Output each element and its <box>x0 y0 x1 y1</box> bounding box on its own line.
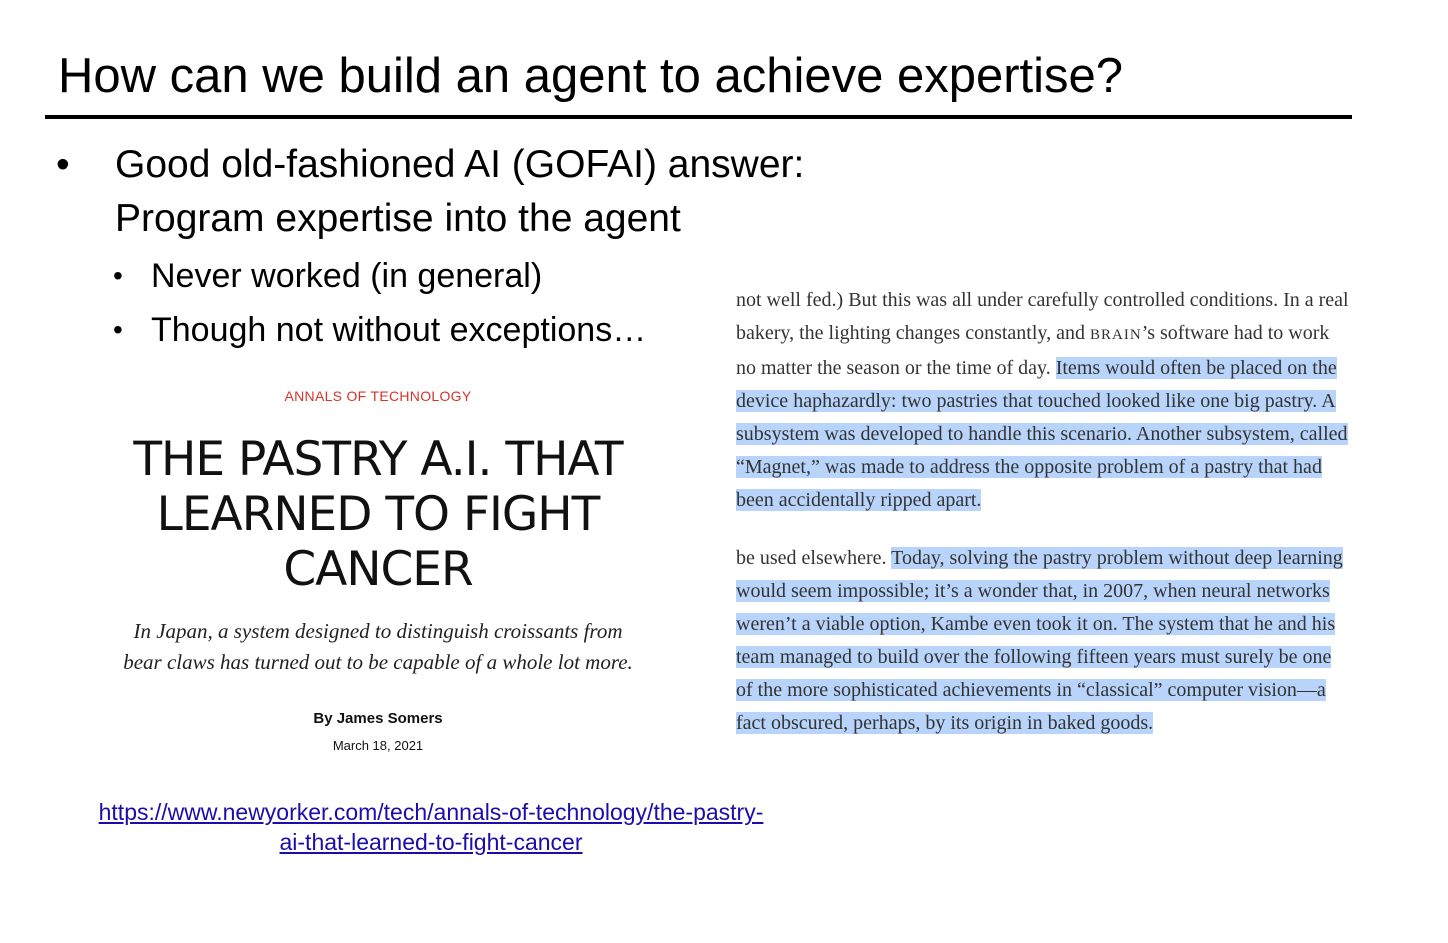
excerpt-smallcaps-text: BRAIN <box>1089 327 1142 343</box>
sub-bullet-1-text: Never worked (in general) <box>151 257 543 295</box>
excerpt-line: no matter the season or the time of day.… <box>736 352 1416 385</box>
slide-title: How can we build an agent to achieve exp… <box>58 49 1124 103</box>
excerpt-line: fact obscured, perhaps, by its origin in… <box>736 707 1416 740</box>
excerpt-line: device haphazardly: two pastries that to… <box>736 385 1416 418</box>
excerpt-text: be used elsewhere. <box>736 547 892 569</box>
article-date: March 18, 2021 <box>332 738 424 753</box>
source-link-line-1[interactable]: https://www.newyorker.com/tech/annals-of… <box>98 799 764 825</box>
excerpt-line: bakery, the lighting changes constantly,… <box>736 317 1416 352</box>
highlighted-text: “Magnet,” was made to address the opposi… <box>736 456 1322 478</box>
article-byline: By James Somers <box>313 710 443 727</box>
highlighted-text: fact obscured, perhaps, by its origin in… <box>736 712 1154 734</box>
headline-line-1: THE PASTRY A.I. THAT <box>133 432 623 487</box>
headline-line-3: CANCER <box>283 542 473 597</box>
article-dek: In Japan, a system designed to distingui… <box>70 616 686 678</box>
bullet-dot-icon: • <box>113 314 123 345</box>
bullet-dot-icon: • <box>113 260 123 291</box>
excerpt-line: of the more sophisticated achievements i… <box>736 674 1416 707</box>
highlighted-text: would seem impossible; it’s a wonder tha… <box>736 580 1330 602</box>
main-bullet-line-1: Good old-fashioned AI (GOFAI) answer: <box>115 143 805 186</box>
excerpt-line: would seem impossible; it’s a wonder tha… <box>736 575 1416 608</box>
excerpt-text: ’s software had to work <box>1141 322 1330 344</box>
excerpt-text: bakery, the lighting changes constantly,… <box>736 322 1090 344</box>
excerpt-line: been accidentally ripped apart. <box>736 484 1416 517</box>
excerpt-line: subsystem was developed to handle this s… <box>736 418 1416 451</box>
excerpt-text: no matter the season or the time of day. <box>736 357 1056 379</box>
sub-bullet-2-text: Though not without exceptions… <box>151 311 647 349</box>
highlighted-text: of the more sophisticated achievements i… <box>736 679 1326 701</box>
main-bullet-line-2: Program expertise into the agent <box>115 197 681 240</box>
excerpt-line: be used elsewhere. Today, solving the pa… <box>736 542 1416 575</box>
source-link[interactable]: https://www.newyorker.com/tech/annals-of… <box>48 797 814 857</box>
dek-line-1: In Japan, a system designed to distingui… <box>133 619 623 643</box>
excerpt-line: “Magnet,” was made to address the opposi… <box>736 451 1416 484</box>
article-headline: THE PASTRY A.I. THAT LEARNED TO FIGHT CA… <box>70 432 686 597</box>
dek-line-2: bear claws has turned out to be capable … <box>123 650 633 674</box>
headline-line-2: LEARNED TO FIGHT <box>156 487 601 542</box>
main-bullet: • Good old-fashioned AI (GOFAI) answer: … <box>56 138 956 248</box>
highlighted-text: Today, solving the pastry problem withou… <box>891 547 1343 569</box>
source-link-line-2[interactable]: ai-that-learned-to-fight-cancer <box>279 829 583 855</box>
highlighted-text: device haphazardly: two pastries that to… <box>736 390 1336 412</box>
highlighted-text: been accidentally ripped apart. <box>736 489 982 511</box>
excerpt-line: not well fed.) But this was all under ca… <box>736 289 1349 311</box>
title-divider <box>45 115 1352 119</box>
highlighted-text: team managed to build over the following… <box>736 646 1332 668</box>
excerpt-line: weren’t a viable option, Kambe even took… <box>736 608 1416 641</box>
highlighted-text: subsystem was developed to handle this s… <box>736 423 1348 445</box>
excerpt-paragraph-1: not well fed.) But this was all under ca… <box>736 284 1416 517</box>
excerpt-line: team managed to build over the following… <box>736 641 1416 674</box>
excerpt-paragraph-2: be used elsewhere. Today, solving the pa… <box>736 542 1416 740</box>
highlighted-text: Items would often be placed on the <box>1055 357 1337 379</box>
bullet-dot-icon: • <box>56 143 70 186</box>
highlighted-text: weren’t a viable option, Kambe even took… <box>736 613 1336 635</box>
article-section-label: ANNALS OF TECHNOLOGY <box>284 388 472 404</box>
